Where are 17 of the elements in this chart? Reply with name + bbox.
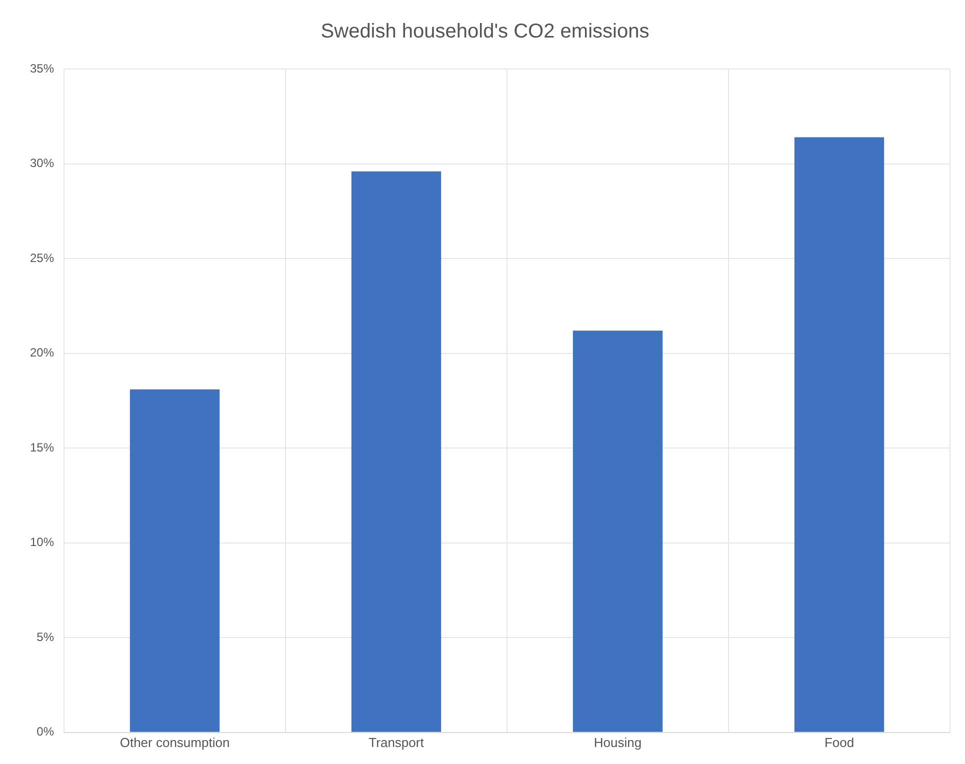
y-tick-label: 35% <box>30 61 54 76</box>
chart-title: Swedish household's CO2 emissions <box>320 20 650 43</box>
x-tick-label: Food <box>824 734 854 750</box>
y-tick-label: 5% <box>36 630 54 644</box>
y-tick-label: 20% <box>30 346 54 360</box>
y-tick-label: 0% <box>36 724 54 739</box>
y-tick-label: 30% <box>30 156 54 170</box>
y-tick-label: 25% <box>30 250 54 265</box>
bar <box>572 330 663 732</box>
x-tick-label: Housing <box>594 734 642 750</box>
bar <box>130 389 220 732</box>
x-tick-label: Other consumption <box>120 734 230 750</box>
bar <box>351 171 442 732</box>
x-tick-label: Transport <box>368 734 424 750</box>
y-tick-label: 15% <box>30 440 54 454</box>
y-tick-label: 10% <box>30 535 54 550</box>
bar <box>794 137 884 732</box>
